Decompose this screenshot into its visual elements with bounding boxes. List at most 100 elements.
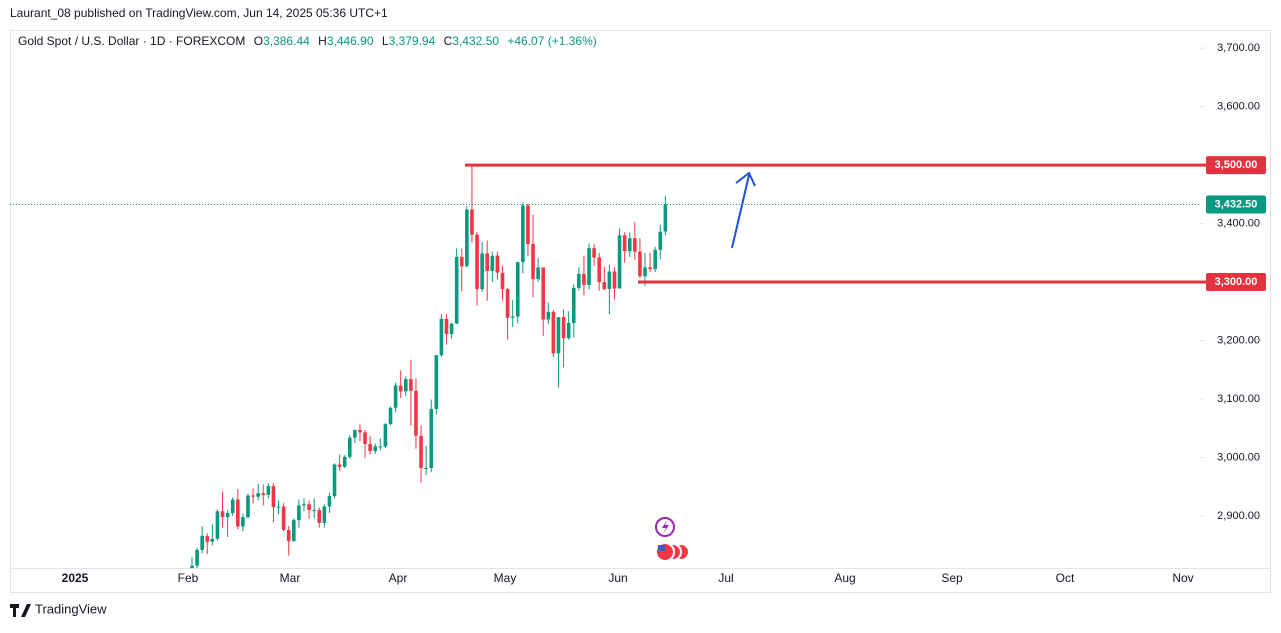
close: 3,432.50 bbox=[452, 34, 499, 48]
o-label: O bbox=[254, 34, 263, 48]
x-tick-label: Apr bbox=[389, 571, 408, 585]
candle-body bbox=[205, 535, 210, 542]
h-label: H bbox=[318, 34, 327, 48]
candle-body bbox=[658, 231, 663, 250]
y-tick-label: 3,700.00 bbox=[1217, 42, 1260, 54]
event-icons bbox=[655, 517, 690, 562]
candle-body bbox=[521, 205, 525, 263]
candle-body bbox=[200, 535, 204, 550]
candle-body bbox=[429, 408, 434, 469]
candle-body bbox=[582, 273, 586, 285]
candle-body bbox=[292, 520, 296, 542]
candle-body bbox=[587, 248, 591, 285]
candle-body bbox=[663, 204, 668, 232]
candle-body bbox=[266, 486, 271, 495]
candle-body bbox=[256, 493, 260, 497]
candle-body bbox=[286, 529, 291, 542]
candle-body bbox=[195, 549, 199, 566]
candle-body bbox=[419, 435, 423, 469]
level-label: 3,500.00 bbox=[1215, 159, 1258, 171]
y-tick-label: 3,100.00 bbox=[1217, 393, 1260, 405]
last-price-label: 3,432.50 bbox=[1215, 198, 1258, 210]
candle-body bbox=[490, 255, 495, 271]
change: +46.07 (+1.36%) bbox=[507, 34, 596, 48]
candle-body bbox=[515, 262, 520, 317]
candle-body bbox=[465, 209, 469, 267]
candle-body bbox=[271, 486, 276, 508]
l-label: L bbox=[382, 34, 389, 48]
brand: TradingView bbox=[10, 601, 107, 617]
flag-canton bbox=[658, 545, 665, 551]
candle-body bbox=[500, 272, 505, 290]
candle-body bbox=[327, 496, 332, 507]
candle-body bbox=[302, 504, 306, 506]
y-tick-label: 2,900.00 bbox=[1217, 510, 1260, 522]
candle-body bbox=[276, 506, 281, 508]
brand-name: TradingView bbox=[35, 601, 107, 616]
candle-body bbox=[602, 282, 607, 290]
candle-body bbox=[592, 248, 596, 258]
y-tick-label: 3,600.00 bbox=[1217, 101, 1260, 113]
candle-body bbox=[281, 506, 286, 530]
candle-body bbox=[556, 317, 561, 354]
plot bbox=[190, 165, 668, 568]
candle-body bbox=[485, 253, 490, 271]
candle-body bbox=[220, 511, 225, 518]
candle-body bbox=[215, 511, 220, 539]
symbol: Gold Spot / U.S. Dollar · 1D · FOREXCOM bbox=[18, 34, 245, 48]
candle-body bbox=[322, 506, 327, 523]
candle-body bbox=[246, 495, 250, 518]
candle-body bbox=[342, 456, 347, 467]
candle-body bbox=[495, 255, 500, 273]
forecast-arrow bbox=[731, 171, 756, 249]
candle-body bbox=[393, 385, 398, 408]
chart-frame bbox=[10, 30, 1271, 593]
low: 3,379.94 bbox=[389, 34, 436, 48]
x-tick-label: Jul bbox=[718, 571, 733, 585]
candle-body bbox=[409, 379, 413, 391]
last-price-box bbox=[1206, 195, 1266, 214]
candle-body bbox=[444, 318, 449, 335]
x-tick-label: 2025 bbox=[62, 571, 89, 585]
candle-body bbox=[307, 504, 311, 511]
candle-body bbox=[648, 267, 652, 270]
candle-body bbox=[347, 437, 352, 457]
open: 3,386.44 bbox=[263, 34, 310, 48]
candle-body bbox=[373, 446, 378, 452]
candle-body bbox=[531, 244, 535, 280]
candle-body bbox=[577, 273, 581, 288]
candle-body bbox=[607, 271, 612, 290]
candle-body bbox=[561, 317, 566, 339]
candle-body bbox=[627, 238, 632, 252]
candle-body bbox=[505, 289, 510, 318]
candle-body bbox=[541, 267, 546, 320]
x-tick-label: Sep bbox=[941, 571, 963, 585]
level-box bbox=[1206, 273, 1266, 292]
arrow-head bbox=[735, 171, 756, 187]
level-box bbox=[1206, 156, 1266, 175]
candle-body bbox=[358, 429, 362, 433]
candle-body bbox=[434, 355, 439, 409]
candle-body bbox=[571, 287, 576, 323]
candle-body bbox=[398, 385, 403, 392]
brand-logo bbox=[10, 604, 31, 617]
candle-body bbox=[470, 209, 474, 235]
candle-body bbox=[653, 249, 657, 270]
x-tick-label: Aug bbox=[834, 571, 855, 585]
y-tick-label: 3,000.00 bbox=[1217, 451, 1260, 463]
c-label: C bbox=[444, 34, 453, 48]
candle-body bbox=[612, 271, 617, 289]
x-tick-label: Mar bbox=[280, 571, 301, 585]
x-tick-label: May bbox=[494, 571, 517, 585]
candle-body bbox=[230, 499, 235, 514]
candle-body bbox=[251, 495, 255, 497]
candle-body bbox=[633, 238, 637, 252]
candle-body bbox=[638, 251, 642, 277]
candle-body bbox=[424, 468, 428, 470]
candle-body bbox=[261, 493, 266, 495]
event-bolt bbox=[662, 520, 669, 534]
candle-body bbox=[190, 565, 194, 568]
candle-body bbox=[363, 432, 367, 445]
